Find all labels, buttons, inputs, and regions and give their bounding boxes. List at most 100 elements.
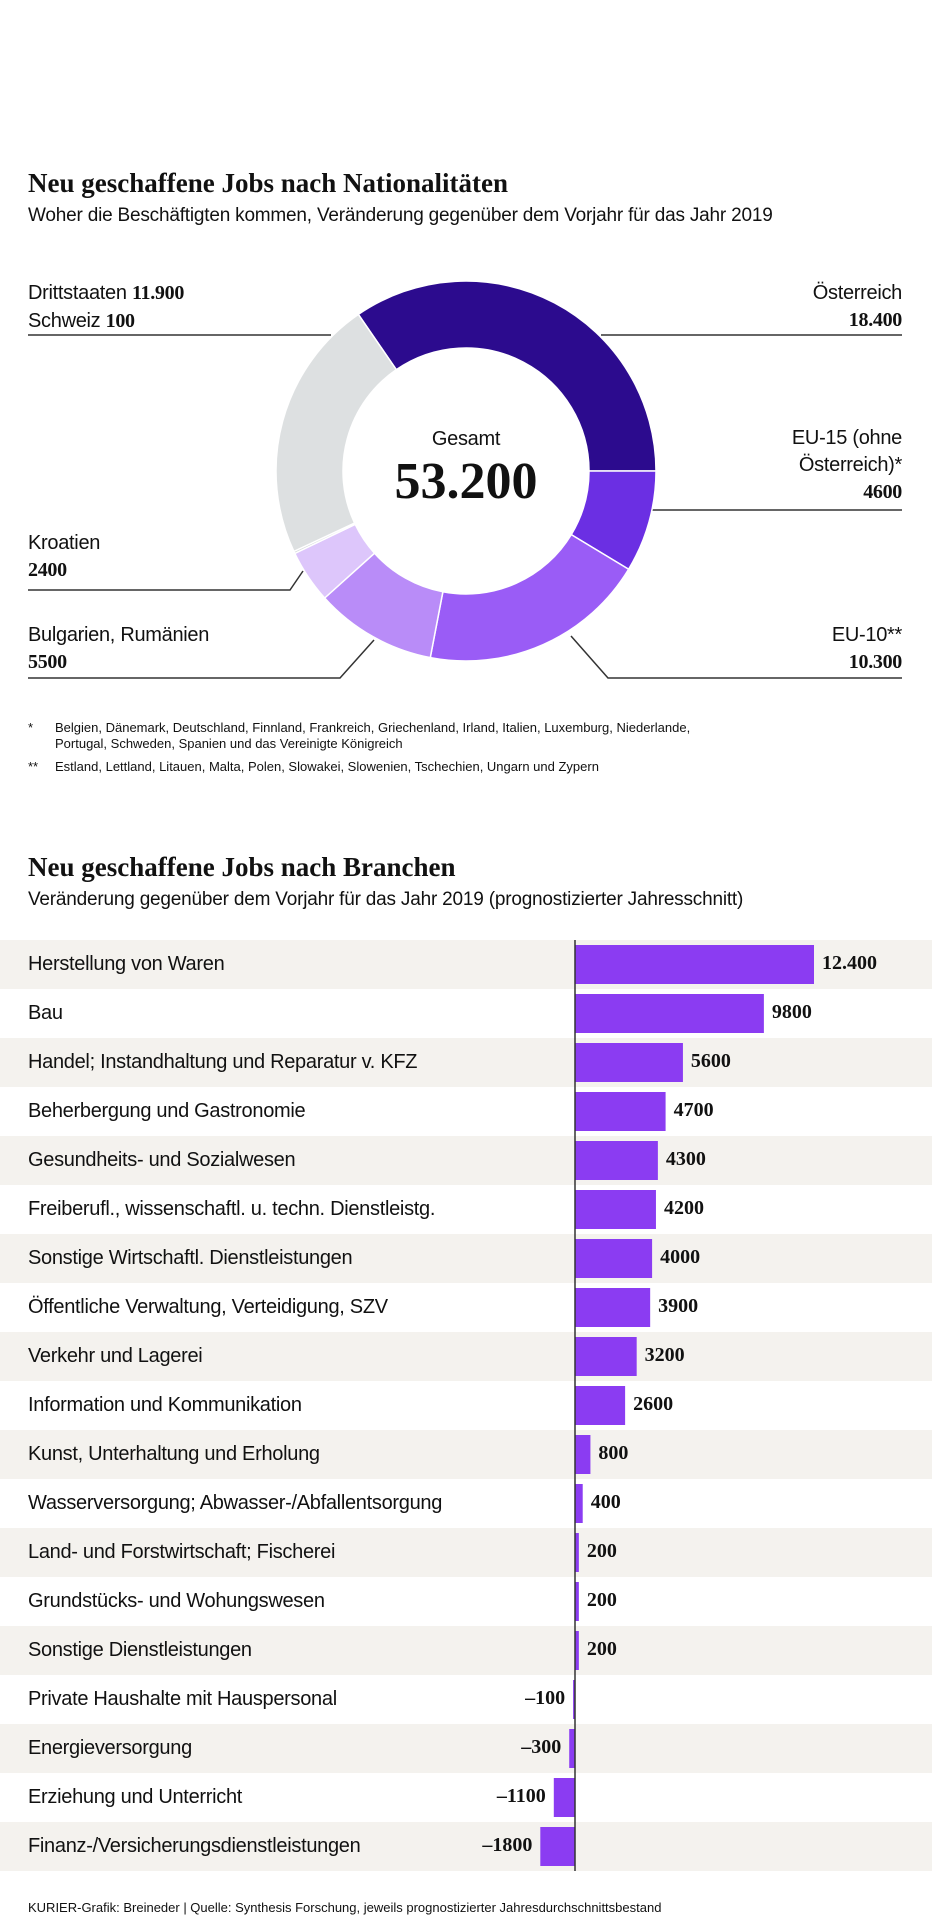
bar [575,1239,653,1278]
category-label: Handel; Instandhaltung und Reparatur v. … [28,1051,418,1073]
value-label: 200 [586,1589,617,1611]
bar [575,1190,656,1229]
bar [575,1288,651,1327]
bar [553,1778,575,1817]
value-label: 12.400 [822,952,877,974]
bar [575,1337,637,1376]
leader-lines [28,334,902,679]
bar [575,1582,579,1621]
category-label: Private Haushalte mit Hauspersonal [28,1688,337,1710]
segment-value: 18.400 [848,309,903,331]
category-label: Freiberufl., wissenschaftl. u. techn. Di… [28,1198,436,1220]
segment-value: 11.900 [131,282,185,304]
category-label: Information und Kommunikation [28,1394,302,1416]
category-label: Verkehr und Lagerei [28,1345,203,1367]
value-label: –300 [521,1736,562,1758]
category-label: Land- und Forstwirtschaft; Fischerei [28,1541,336,1563]
segment-value: 100 [105,310,135,332]
donut-segment [357,280,657,472]
center-value: 53.200 [394,453,538,510]
value-label: 800 [598,1442,629,1464]
donut-segment [429,533,630,662]
note-text: Estland, Lettland, Litauen, Malta, Polen… [55,759,599,774]
category-label: Energieversorgung [28,1737,192,1759]
category-label: Finanz-/Versicherungsdienstleistungen [28,1835,361,1857]
row-stripe [0,1822,932,1871]
segment-name: EU-10** [831,624,902,646]
segment-label: Schweiz 100 [28,308,348,335]
note-text: Belgien, Dänemark, Deutschland, Finnland… [55,720,691,751]
segment-value: 5500 [28,651,67,673]
value-label: 5600 [690,1050,731,1072]
center-label: Gesamt [431,428,501,450]
bar [575,1631,579,1670]
bar [575,1092,666,1131]
segment-value: 10.300 [848,651,903,673]
chart-subtitle: Woher die Beschäftigten kommen, Veränder… [28,205,773,226]
category-label: Öffentliche Verwaltung, Verteidigung, SZ… [28,1296,388,1318]
value-label: 200 [586,1540,617,1562]
segment-value: 2400 [28,559,67,581]
value-label: –1100 [496,1785,546,1807]
value-label: 3200 [644,1344,685,1366]
row-stripe [0,1528,932,1577]
category-label: Erziehung und Unterricht [28,1786,243,1808]
segment-name: Österreich [812,282,903,304]
category-label: Bau [28,1002,63,1024]
bar [575,1435,591,1474]
value-label: –1800 [482,1834,533,1856]
value-label: 9800 [771,1001,812,1023]
value-label: 3900 [658,1295,699,1317]
category-label: Grundstücks- und Wohungswesen [28,1590,325,1612]
bar [575,945,814,984]
segment-name: Kroatien [28,532,101,554]
row-stripe [0,1724,932,1773]
category-label: Gesundheits- und Sozialwesen [28,1149,296,1171]
segment-name: Bulgarien, Rumänien [28,624,210,646]
value-label: –100 [525,1687,566,1709]
bar [575,1484,583,1523]
row-stripe [0,1332,932,1381]
bar [573,1680,575,1719]
bar [569,1729,575,1768]
value-label: 4200 [663,1197,704,1219]
value-label: 400 [590,1491,621,1513]
row-stripe [0,1234,932,1283]
bar [540,1827,575,1866]
segment-label: Drittstaaten 11.900 [28,280,348,307]
category-label: Sonstige Wirtschaftl. Dienstleistungen [28,1247,353,1269]
donut-segment [275,313,398,553]
chart-subtitle: Veränderung gegenüber dem Vorjahr für da… [28,889,744,910]
category-label: Sonstige Dienstleistungen [28,1639,252,1661]
value-label: 4000 [660,1246,701,1268]
category-label: Beherbergung und Gastronomie [28,1100,306,1122]
segment-label: EU-10** 10.300 [602,622,902,676]
note-mark: ** [28,759,39,774]
bar [575,1141,658,1180]
bar [575,994,764,1033]
row-stripe [0,1038,932,1087]
segment-label: Österreich 18.400 [602,280,903,334]
value-label: 2600 [633,1393,674,1415]
category-label: Kunst, Unterhaltung und Erholung [28,1443,320,1465]
bar [575,1043,683,1082]
segment-name: Drittstaaten [28,282,132,304]
chart-title: Neu geschaffene Jobs nach Branchen [28,852,456,882]
category-label: Herstellung von Waren [28,953,225,975]
bar [575,1533,579,1572]
row-stripe [0,1136,932,1185]
segment-label: EU-15 (ohne Österreich)* 4600 [752,425,902,506]
chart-title: Neu geschaffene Jobs nach Nationalitäten [28,168,508,198]
segment-label: Kroatien 2400 [28,530,348,584]
segment-value: 4600 [863,481,902,503]
value-label: 200 [586,1638,617,1660]
bar [575,1386,626,1425]
source: KURIER-Grafik: Breineder | Quelle: Synth… [28,1900,662,1915]
segment-name: EU-15 (ohne Österreich)* [791,427,902,476]
row-stripe [0,1626,932,1675]
row-stripe [0,1430,932,1479]
value-label: 4700 [673,1099,714,1121]
